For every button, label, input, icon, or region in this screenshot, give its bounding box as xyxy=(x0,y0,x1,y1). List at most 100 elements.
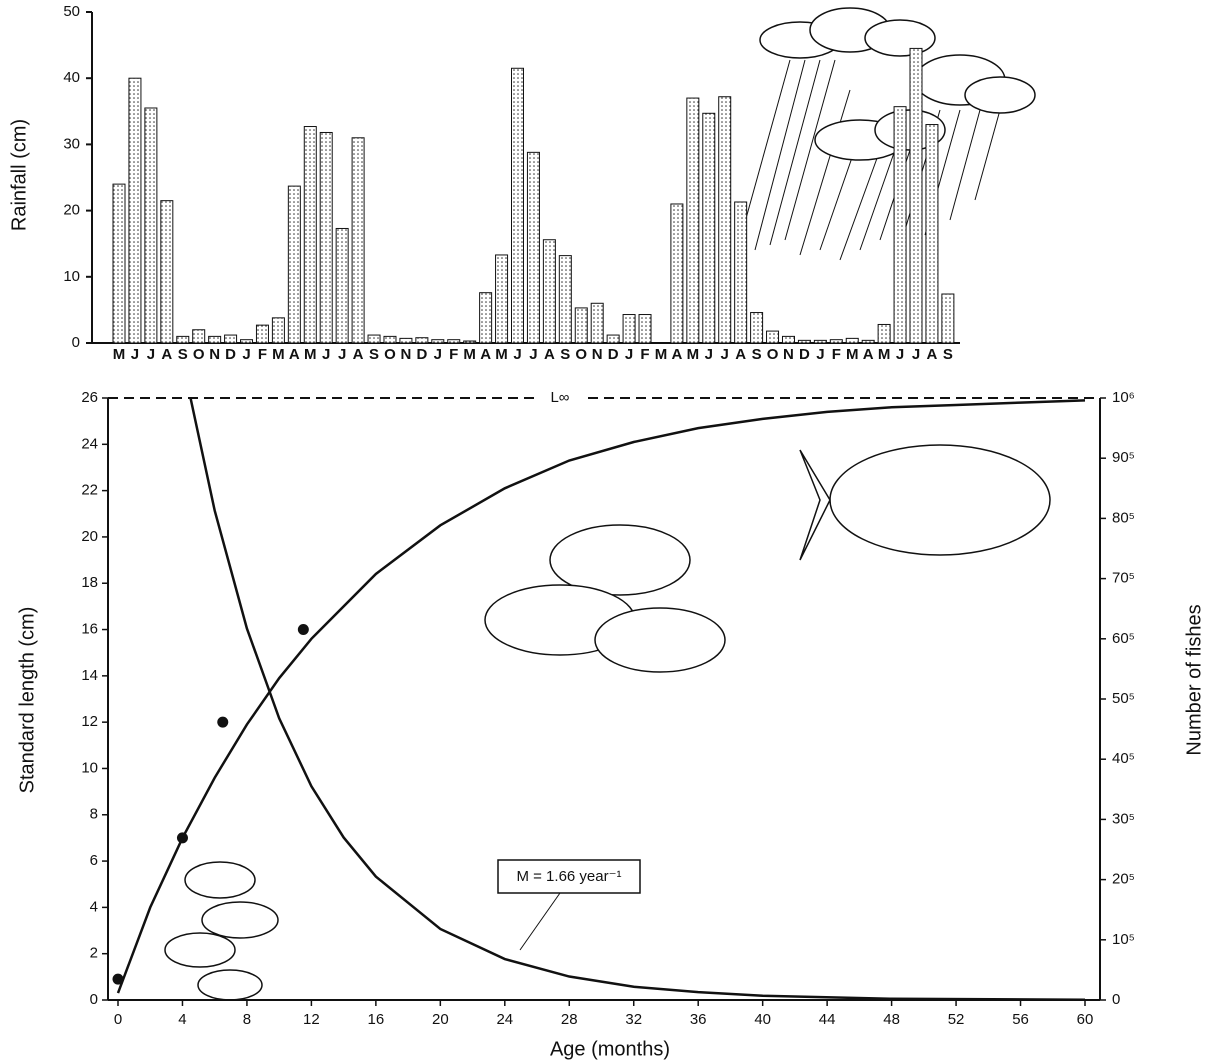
bar xyxy=(512,68,524,343)
x-tick-label: D xyxy=(225,346,236,363)
bar xyxy=(241,340,253,343)
x-tick-label: 24 xyxy=(496,1011,513,1028)
bar xyxy=(543,240,555,343)
y-tick-label: 26 xyxy=(81,389,98,406)
x-tick-label: F xyxy=(258,346,267,363)
bar xyxy=(846,338,858,343)
bar xyxy=(894,107,906,343)
bar xyxy=(384,336,396,343)
y2-tick-label: 0 xyxy=(1112,991,1120,1008)
bar xyxy=(177,336,189,343)
y-tick-label: 0 xyxy=(90,991,98,1008)
bar xyxy=(687,98,699,343)
y-tick-label: 10 xyxy=(81,759,98,776)
y-axis-title: Standard length (cm) xyxy=(16,607,38,794)
annotation-leader xyxy=(520,893,560,950)
x-tick-label: A xyxy=(927,346,938,363)
bar xyxy=(129,78,141,343)
x-tick-label: J xyxy=(625,346,633,363)
x-tick-label: A xyxy=(289,346,300,363)
bar xyxy=(145,108,157,343)
point xyxy=(217,717,228,728)
x-tick-label: S xyxy=(178,346,188,363)
point xyxy=(177,832,188,843)
y-tick-label: 18 xyxy=(81,574,98,591)
y2-tick-label: 90⁵ xyxy=(1112,449,1135,466)
figure: Rainfall (cm) Age (months) Standard leng… xyxy=(0,0,1216,1064)
x-tick-label: 12 xyxy=(303,1011,320,1028)
x-tick-label: F xyxy=(640,346,649,363)
bar xyxy=(225,335,237,343)
y-tick-label: 6 xyxy=(90,852,98,869)
point xyxy=(113,974,124,985)
bar xyxy=(432,340,444,343)
x-tick-label: J xyxy=(816,346,824,363)
bar xyxy=(830,340,842,343)
bar xyxy=(256,325,268,343)
bar xyxy=(304,127,316,343)
x-tick-label: J xyxy=(242,346,250,363)
x-tick-label: M xyxy=(113,346,126,363)
bar xyxy=(368,335,380,343)
bar xyxy=(942,294,954,343)
x-tick-label: J xyxy=(721,346,729,363)
fish-illustration xyxy=(165,445,1050,1000)
x-tick-label: N xyxy=(783,346,794,363)
y-tick-label: 10 xyxy=(63,268,80,285)
bar xyxy=(862,340,874,343)
y-tick-label: 20 xyxy=(81,528,98,545)
x-tick-label: 56 xyxy=(1012,1011,1029,1028)
bar xyxy=(193,330,205,343)
y-tick-label: 22 xyxy=(81,482,98,499)
y2-tick-label: 80⁵ xyxy=(1112,509,1135,526)
y2-tick-label: 70⁵ xyxy=(1112,570,1135,587)
bar xyxy=(591,303,603,343)
x-tick-label: N xyxy=(400,346,411,363)
y-tick-label: 20 xyxy=(63,202,80,219)
x-tick-label: S xyxy=(943,346,953,363)
bar xyxy=(719,97,731,343)
x-tick-label: O xyxy=(193,346,205,363)
x-tick-label: F xyxy=(832,346,841,363)
x-tick-label: M xyxy=(272,346,285,363)
x-tick-label: M xyxy=(463,346,476,363)
x-tick-label: S xyxy=(369,346,379,363)
bar xyxy=(782,336,794,343)
x-tick-label: O xyxy=(767,346,779,363)
y-tick-label: 2 xyxy=(90,945,98,962)
bar xyxy=(910,48,922,343)
x-tick-label: J xyxy=(147,346,155,363)
cloud-illustration xyxy=(740,8,1035,260)
x-tick-label: 16 xyxy=(368,1011,385,1028)
bar xyxy=(209,336,221,343)
x-tick-label: 8 xyxy=(243,1011,251,1028)
x-tick-label: 0 xyxy=(114,1011,122,1028)
y2-axis-title: Number of fishes xyxy=(1183,604,1205,755)
y2-tick-label: 10⁶ xyxy=(1112,389,1135,406)
bar xyxy=(527,152,539,343)
bar xyxy=(496,255,508,343)
bar xyxy=(703,113,715,343)
y-tick-label: 8 xyxy=(90,806,98,823)
bar xyxy=(798,340,810,343)
bar xyxy=(623,315,635,343)
bar xyxy=(416,338,428,343)
y2-tick-label: 40⁵ xyxy=(1112,750,1135,767)
x-axis-title: Age (months) xyxy=(550,1038,670,1060)
bar xyxy=(607,335,619,343)
x-tick-label: J xyxy=(322,346,330,363)
x-tick-label: M xyxy=(846,346,859,363)
x-tick-label: M xyxy=(878,346,891,363)
bar xyxy=(336,228,348,343)
y-tick-label: 12 xyxy=(81,713,98,730)
x-tick-label: 36 xyxy=(690,1011,707,1028)
annotation: M = 1.66 year⁻¹ xyxy=(516,868,621,885)
x-tick-label: D xyxy=(608,346,619,363)
bar xyxy=(352,138,364,343)
bar xyxy=(559,256,571,343)
x-tick-label: 32 xyxy=(625,1011,642,1028)
x-tick-label: A xyxy=(353,346,364,363)
bar xyxy=(272,318,284,343)
bar xyxy=(751,313,763,343)
x-tick-label: O xyxy=(384,346,396,363)
